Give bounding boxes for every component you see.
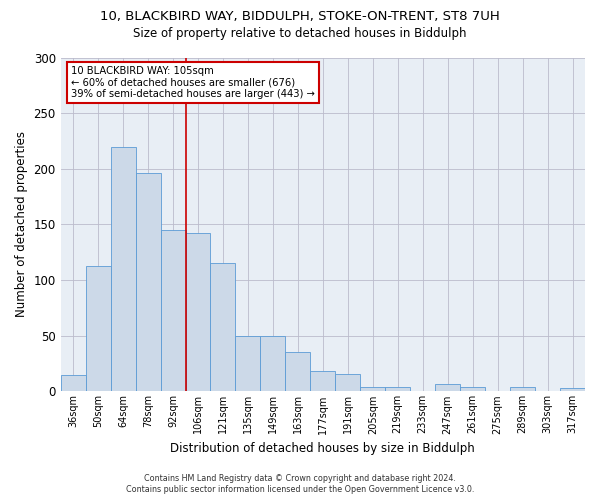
Bar <box>136 173 161 392</box>
X-axis label: Distribution of detached houses by size in Biddulph: Distribution of detached houses by size … <box>170 442 475 455</box>
Bar <box>310 372 335 392</box>
Bar <box>510 387 535 392</box>
Bar <box>185 234 211 392</box>
Y-axis label: Number of detached properties: Number of detached properties <box>15 132 28 318</box>
Bar <box>435 384 460 392</box>
Bar <box>335 374 360 392</box>
Text: Contains HM Land Registry data © Crown copyright and database right 2024.
Contai: Contains HM Land Registry data © Crown c… <box>126 474 474 494</box>
Text: Size of property relative to detached houses in Biddulph: Size of property relative to detached ho… <box>133 28 467 40</box>
Bar <box>110 146 136 392</box>
Bar <box>211 264 235 392</box>
Bar <box>286 352 310 392</box>
Bar <box>161 230 185 392</box>
Bar <box>560 388 585 392</box>
Bar <box>235 336 260 392</box>
Bar <box>86 266 110 392</box>
Text: 10, BLACKBIRD WAY, BIDDULPH, STOKE-ON-TRENT, ST8 7UH: 10, BLACKBIRD WAY, BIDDULPH, STOKE-ON-TR… <box>100 10 500 23</box>
Bar <box>385 387 410 392</box>
Bar <box>61 374 86 392</box>
Bar <box>360 387 385 392</box>
Bar <box>260 336 286 392</box>
Text: 10 BLACKBIRD WAY: 105sqm
← 60% of detached houses are smaller (676)
39% of semi-: 10 BLACKBIRD WAY: 105sqm ← 60% of detach… <box>71 66 315 99</box>
Bar <box>460 387 485 392</box>
